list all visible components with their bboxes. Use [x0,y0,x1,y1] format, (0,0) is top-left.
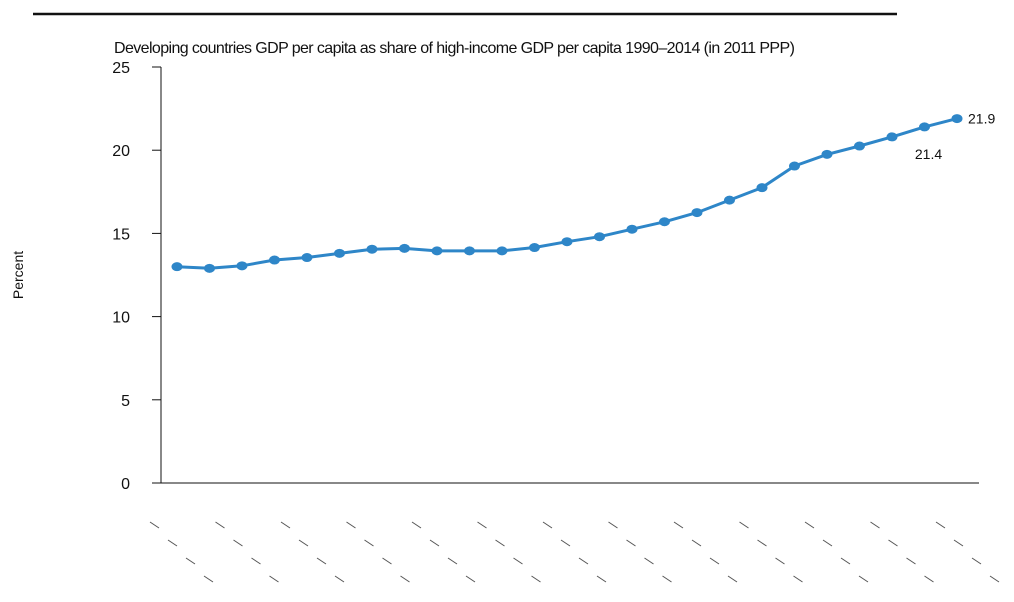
y-axis-label: Percent [10,251,26,299]
x-tick-glyph [269,575,279,583]
x-tick-glyph [596,575,607,583]
chart-title: Developing countries GDP per capita as s… [114,40,795,57]
data-point-2000 [496,246,508,256]
data-label-2014: 21.9 [968,111,995,127]
x-tick-glyph [280,521,291,529]
x-tick-glyph [858,575,869,583]
x-tick-glyph [465,575,476,583]
x-tick-glyph [203,575,214,583]
x-tick-glyph [804,521,815,529]
x-tick-glyph [477,521,487,529]
data-point-2004 [626,224,638,234]
x-tick-glyph [608,521,618,529]
x-tick-glyph [411,521,422,529]
data-point-2011 [854,141,865,151]
x-tick-glyph [495,539,505,547]
series-points [171,114,963,273]
x-tick-glyph [662,575,672,583]
x-tick-glyph [215,521,225,529]
x-tick-glyph [906,557,916,565]
x-tick-glyph [989,575,1000,583]
data-point-1992 [236,261,248,271]
data-point-2005 [659,217,670,227]
x-tick-glyph [346,521,356,529]
x-tick-glyph [316,557,327,565]
y-tick-label: 0 [121,476,130,493]
data-point-2001 [529,243,540,253]
x-tick-glyph [578,557,589,565]
x-tick-glyph [429,539,440,547]
x-tick-glyph [364,539,374,547]
data-point-1995 [334,248,345,258]
x-tick-glyph [775,557,785,565]
x-tick-glyph [233,539,243,547]
data-point-2007 [724,195,735,205]
data-point-1999 [464,246,475,256]
x-tick-glyphs [149,521,1000,583]
x-tick-glyph [298,539,309,547]
y-tick-label: 20 [112,143,130,160]
y-tick-label: 10 [112,310,130,327]
x-tick-glyph [251,557,261,565]
x-tick-glyph [560,539,571,547]
x-tick-glyph [691,539,702,547]
data-point-1990 [171,262,183,272]
data-point-2012 [886,132,898,142]
data-labels: 21.4 21.9 [915,111,996,162]
data-point-2013 [919,122,930,132]
data-point-2008 [756,183,768,193]
data-point-1993 [269,255,280,265]
x-tick-glyph [870,521,880,529]
x-tick-glyph [757,539,767,547]
x-tick-glyph [673,521,684,529]
x-tick-glyph [167,539,178,547]
x-tick-glyph [382,557,392,565]
data-point-2009 [789,161,800,171]
x-tick-glyph [727,575,738,583]
data-point-2014 [951,114,963,124]
x-tick-glyph [793,575,803,583]
x-tick-glyph [924,575,934,583]
y-tick-label: 5 [121,393,130,410]
data-point-2003 [594,232,605,242]
data-point-2006 [691,208,703,218]
data-point-1998 [431,246,443,256]
x-tick-glyph [149,521,160,529]
x-tick-glyph [709,557,720,565]
x-tick-glyph [840,557,851,565]
x-tick-glyph [644,557,654,565]
x-tick-glyph [822,539,833,547]
y-ticks: 0 5 10 15 20 25 [112,60,161,493]
x-tick-glyph [935,521,946,529]
data-point-1991 [204,263,215,273]
data-point-1996 [366,244,378,254]
x-tick-glyph [185,557,196,565]
x-tick-glyph [739,521,749,529]
y-tick-label: 15 [112,226,130,243]
x-tick-glyph [531,575,541,583]
x-tick-glyph [513,557,523,565]
data-label-2013: 21.4 [915,146,942,162]
x-tick-glyph [447,557,458,565]
x-tick-glyph [971,557,982,565]
x-tick-glyph [334,575,345,583]
x-tick-glyph [953,539,964,547]
data-point-2002 [561,237,573,247]
data-point-1997 [399,243,410,253]
y-tick-label: 25 [112,60,130,77]
x-tick-glyph [888,539,898,547]
x-tick-glyph [626,539,636,547]
x-tick-glyph [542,521,553,529]
x-tick-glyph [400,575,410,583]
data-point-2010 [821,149,833,159]
data-point-1994 [301,253,313,263]
